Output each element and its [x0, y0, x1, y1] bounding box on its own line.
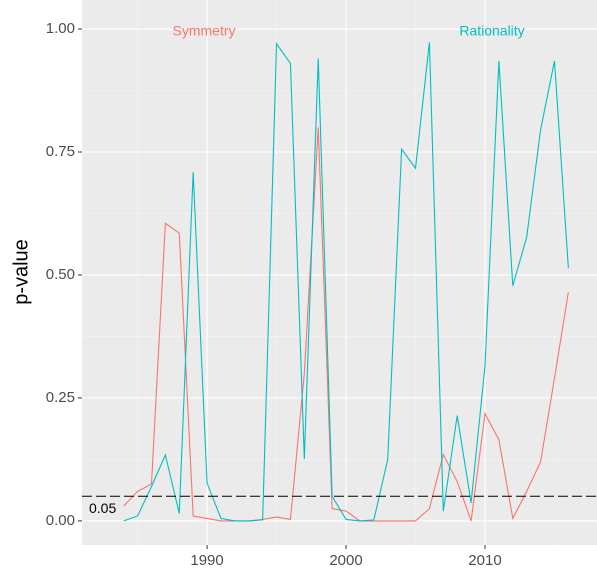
reference-label: 0.05	[89, 500, 116, 516]
panel	[82, 0, 597, 545]
y-tick-label: 0.75	[46, 143, 75, 160]
x-tick-label: 2010	[468, 552, 501, 569]
series-label: Symmetry	[173, 23, 236, 39]
series-line	[123, 42, 569, 522]
x-tick-label: 1990	[190, 552, 223, 569]
y-tick-label: 0.25	[46, 389, 75, 406]
y-axis-title: p-value	[10, 239, 32, 305]
y-tick-label: 0.00	[46, 512, 75, 529]
y-tick-label: 1.00	[46, 20, 75, 37]
series-line	[123, 127, 569, 522]
x-tick-label: 2000	[329, 552, 362, 569]
series-label: Rationality	[459, 23, 524, 39]
y-tick-label: 0.50	[46, 266, 75, 283]
